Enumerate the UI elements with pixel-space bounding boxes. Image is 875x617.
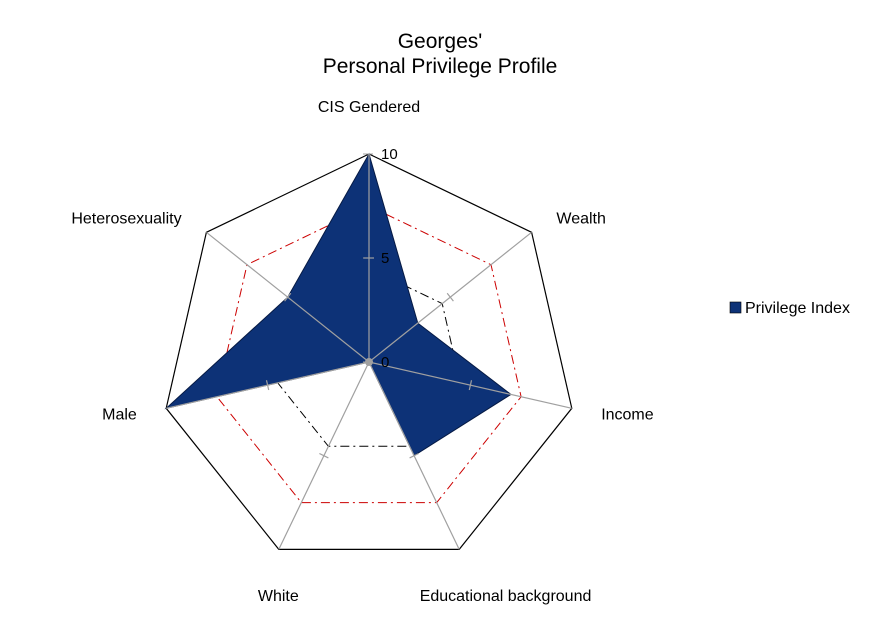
legend-label: Privilege Index bbox=[745, 300, 850, 317]
spoke-tick-3 bbox=[468, 380, 473, 391]
axis-label-cis-gendered: CIS Gendered bbox=[318, 99, 420, 116]
legend-swatch bbox=[729, 301, 742, 314]
legend: Privilege Index bbox=[729, 300, 850, 317]
spoke-tick-4 bbox=[409, 452, 419, 459]
radial-tick-label-5: 5 bbox=[381, 250, 389, 267]
axis-label-male: Male bbox=[102, 407, 137, 424]
axis-label-heterosexuality: Heterosexuality bbox=[71, 210, 181, 227]
reference-ring-2 bbox=[216, 205, 522, 504]
chart-title-line1: Georges' bbox=[398, 30, 483, 53]
spoke-tick-2 bbox=[446, 292, 454, 302]
spoke-tick-5 bbox=[319, 452, 329, 459]
axis-label-white: White bbox=[258, 588, 299, 605]
spoke-tick-7 bbox=[284, 292, 292, 302]
spoke-tick-6 bbox=[265, 380, 270, 391]
series-area-privilege-index bbox=[164, 152, 512, 457]
radial-tick-label-10: 10 bbox=[381, 146, 398, 163]
outer-boundary bbox=[165, 153, 573, 551]
axis-label-income: Income bbox=[601, 407, 654, 424]
chart-title-line2: Personal Privilege Profile bbox=[323, 55, 558, 78]
axis-label-educational-background: Educational background bbox=[420, 588, 592, 605]
radial-tick-label-0: 0 bbox=[381, 354, 389, 371]
plot-area: 0 5 10 CIS Gendered Wealth Income Educational … bbox=[71, 99, 653, 605]
axis-label-wealth: Wealth bbox=[556, 210, 606, 227]
